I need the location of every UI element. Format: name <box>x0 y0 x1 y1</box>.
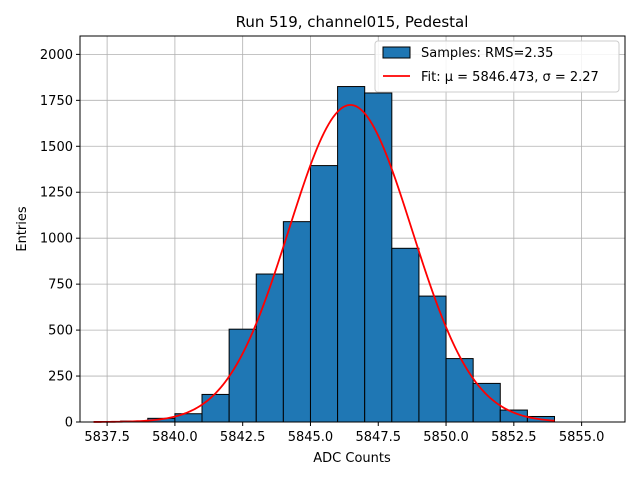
x-tick-label: 5837.5 <box>84 430 130 445</box>
y-tick-label: 250 <box>48 370 73 385</box>
y-tick-label: 750 <box>48 278 73 293</box>
y-axis-title: Entries <box>15 206 30 252</box>
legend-label-fit: Fit: μ = 5846.473, σ = 2.27 <box>421 70 599 85</box>
x-axis-ticks: 5837.5 5840.0 5842.5 5845.0 5847.5 5850.0 5852… <box>84 422 604 445</box>
y-tick-label: 1250 <box>40 186 73 201</box>
histogram-bar <box>391 247 420 423</box>
fit-curve-group <box>93 104 555 423</box>
histogram-bar <box>201 393 230 423</box>
legend: Samples: RMS=2.35 Fit: μ = 5846.473, σ =… <box>374 40 620 93</box>
legend-label-samples: Samples: RMS=2.35 <box>421 46 553 61</box>
x-tick-label: 5855.0 <box>559 430 605 445</box>
x-tick-label: 5840.0 <box>152 430 198 445</box>
histogram-bar <box>255 273 284 423</box>
y-tick-label: 1750 <box>40 94 73 109</box>
chart-title: Run 519, channel015, Pedestal <box>236 13 469 31</box>
x-tick-label: 5852.5 <box>491 430 537 445</box>
x-axis-title: ADC Counts <box>313 451 391 466</box>
y-tick-label: 0 <box>65 416 73 431</box>
histogram-bar <box>309 165 339 423</box>
histogram-bar <box>445 358 474 423</box>
y-axis-ticks: 0 250 500 750 1000 1250 1500 1750 2000 <box>40 48 80 431</box>
x-tick-label: 5842.5 <box>220 430 266 445</box>
y-tick-label: 1500 <box>40 140 73 155</box>
x-tick-label: 5845.0 <box>288 430 334 445</box>
plot-frame <box>79 35 626 423</box>
y-tick-label: 500 <box>48 324 73 339</box>
legend-box <box>374 40 620 93</box>
histogram-bar <box>337 86 366 423</box>
y-tick-label: 2000 <box>40 48 73 63</box>
histogram-bars <box>120 86 556 423</box>
histogram-bar <box>364 92 393 423</box>
fit-curve <box>93 104 555 423</box>
legend-swatch-samples <box>382 46 411 59</box>
y-tick-label: 1000 <box>40 232 73 247</box>
x-tick-label: 5847.5 <box>356 430 402 445</box>
histogram-bar <box>228 328 257 423</box>
x-tick-label: 5850.0 <box>423 430 469 445</box>
histogram-bar <box>282 221 311 423</box>
